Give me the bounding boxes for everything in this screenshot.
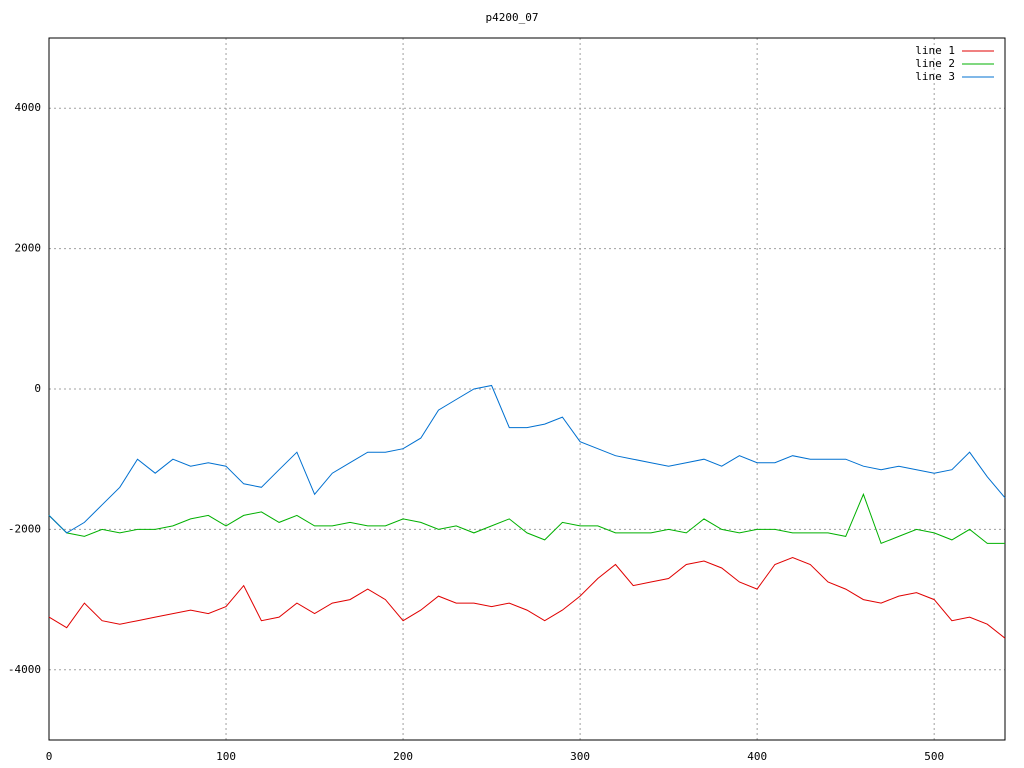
y-tick-label: 0 — [34, 382, 41, 395]
x-tick-label: 200 — [393, 750, 413, 763]
x-tick-label: 500 — [924, 750, 944, 763]
x-tick-label: 0 — [46, 750, 53, 763]
chart-title: p4200_07 — [486, 11, 539, 24]
legend-label: line 2 — [915, 57, 955, 70]
x-tick-label: 400 — [747, 750, 767, 763]
y-tick-label: -4000 — [8, 663, 41, 676]
plot-frame — [48, 37, 1006, 741]
y-tick-label: -2000 — [8, 522, 41, 535]
data-line — [48, 492, 1005, 545]
x-tick-label: 100 — [216, 750, 236, 763]
y-tick-label: 4000 — [15, 101, 42, 114]
y-tick-label: 2000 — [15, 242, 42, 255]
legend-label: line 1 — [915, 44, 955, 57]
x-tick-label: 300 — [570, 750, 590, 763]
data-line — [48, 556, 1006, 639]
data-line — [48, 384, 1006, 534]
legend-label: line 3 — [915, 70, 955, 83]
